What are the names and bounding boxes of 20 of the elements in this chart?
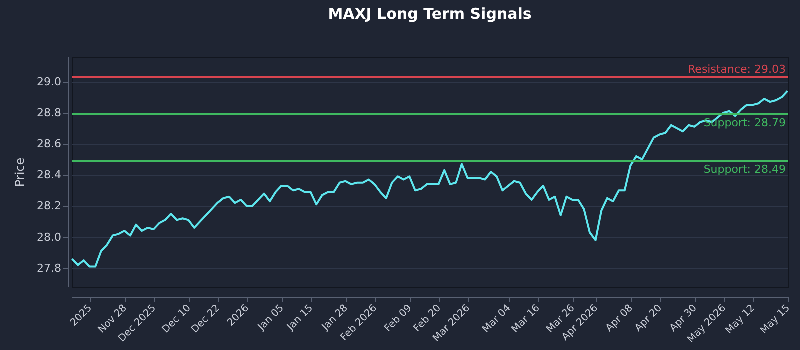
y-axis-title: Price xyxy=(13,158,28,188)
y-tick-label: 29.0 xyxy=(37,75,62,88)
x-tick-label: Jan 05 xyxy=(256,302,286,334)
x-tick-label: Feb 09 xyxy=(382,302,414,335)
x-tick-label: Jan 15 xyxy=(284,302,316,334)
y-tick-label: 27.8 xyxy=(37,262,62,275)
y-tick-label: 28.2 xyxy=(37,200,62,213)
y-tick-label: 28.6 xyxy=(37,138,62,151)
x-tick-label: Apr 08 xyxy=(604,302,636,334)
y-tick-label: 28.4 xyxy=(37,168,62,182)
ref-line-label: Resistance: 29.03 xyxy=(688,63,786,76)
ref-line-label: Support: 28.79 xyxy=(704,116,786,130)
y-tick-label: 28.0 xyxy=(37,230,62,244)
x-tick-label: Mar 16 xyxy=(510,302,542,336)
x-tick-label: Dec 22 xyxy=(190,302,222,336)
x-tick-label: Apr 20 xyxy=(633,302,664,334)
ref-line-label: Support: 28.49 xyxy=(704,163,786,176)
line-series xyxy=(71,90,789,268)
y-tick-label: 28.8 xyxy=(37,106,62,120)
chart-title: MAXJ Long Term Signals xyxy=(328,5,532,23)
